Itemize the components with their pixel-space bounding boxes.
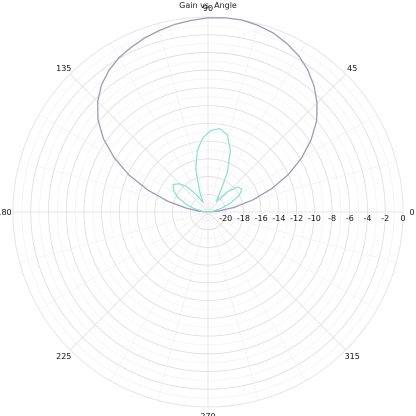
series-line-2 [172,127,243,213]
grid-spoke [38,114,209,213]
grid-spoke [207,161,397,213]
grid-spoke [207,42,306,213]
grid-spoke [19,211,209,263]
grid-spoke [207,114,378,213]
radial-tick-label: 0 [400,214,405,223]
label-layer: 04590135180225270315-20-18-16-14-12-10-8… [0,4,415,416]
grid-spoke [69,211,209,351]
angle-tick-label: 45 [347,64,357,73]
angle-tick-label: 315 [345,352,360,361]
radial-tick-label: -16 [255,214,268,223]
series-layer [97,17,318,213]
radial-tick-label: -14 [272,214,285,223]
grid-spoke [157,23,209,213]
grid-spoke [207,23,259,213]
grid-spoke [19,161,209,213]
grid-spoke [207,73,347,213]
grid-spoke [207,211,347,351]
angle-tick-label: 225 [56,352,71,361]
angle-tick-label: 135 [56,64,71,73]
radial-tick-label: -12 [290,214,303,223]
grid-spoke [207,211,306,382]
series-line-1 [97,17,318,213]
radial-tick-label: -10 [308,214,321,223]
radial-tick-label: -18 [237,214,250,223]
grid-spoke [110,42,209,213]
grid-spoke [110,211,209,382]
radial-tick-label: -2 [381,214,389,223]
grid-spoke [157,211,209,401]
radial-tick-label: -20 [219,214,232,223]
grid-spoke [207,211,397,263]
grid-spoke [69,73,209,213]
radial-tick-label: -6 [346,214,354,223]
radial-tick-label: -4 [364,214,372,223]
grid-layer [12,16,404,408]
grid-spoke [207,211,378,310]
angle-tick-label: 180 [0,208,12,217]
angle-tick-label: 90 [203,4,213,13]
chart-title: Gain vs. Angle [179,1,237,10]
grid-spoke [38,211,209,310]
angle-tick-label: 0 [409,208,414,217]
radial-tick-label: -8 [328,214,336,223]
angle-tick-label: 270 [200,412,215,416]
grid-spoke [207,211,259,401]
